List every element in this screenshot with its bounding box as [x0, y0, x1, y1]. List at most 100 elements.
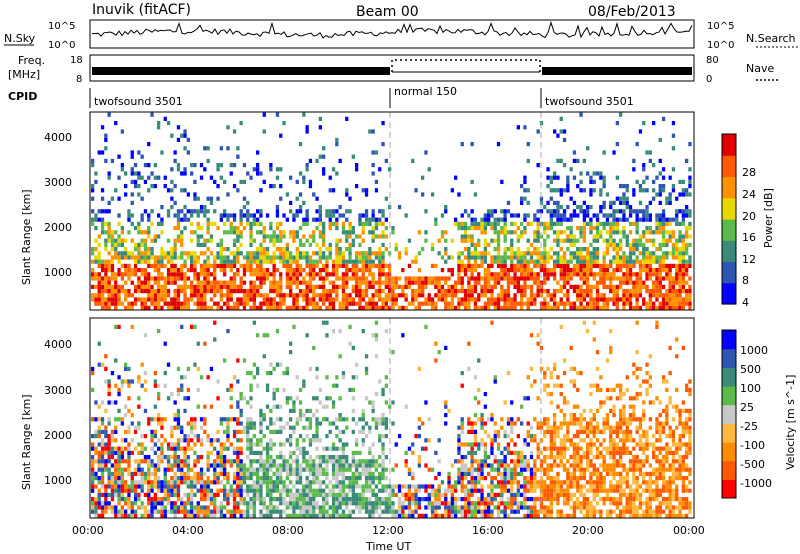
velocity-cell — [447, 480, 451, 485]
velocity-cell — [275, 480, 280, 485]
velocity-cell — [196, 501, 200, 506]
power-cell — [338, 276, 342, 281]
power-cell — [94, 301, 98, 306]
power-cell — [335, 171, 339, 176]
power-cell — [559, 272, 563, 277]
velocity-cell — [355, 501, 359, 506]
power-cell — [602, 205, 606, 210]
power-cell — [652, 284, 656, 289]
power-cell — [249, 305, 253, 310]
power-cell — [444, 297, 448, 302]
velocity-cell — [576, 459, 580, 464]
power-cell — [137, 230, 141, 235]
power-cell — [130, 280, 134, 285]
power-cell — [536, 234, 540, 239]
power-cell — [186, 251, 190, 256]
power-cell — [348, 221, 352, 226]
velocity-cell — [143, 505, 148, 510]
power-cell — [645, 301, 649, 306]
velocity-cell — [609, 471, 613, 476]
power-cell — [236, 289, 240, 294]
power-cell — [463, 297, 468, 302]
power-cell — [543, 247, 547, 252]
power-cell — [107, 230, 111, 235]
velocity-cell — [199, 497, 204, 502]
power-cell — [163, 251, 167, 256]
power-cell — [685, 242, 689, 247]
velocity-cell — [444, 497, 448, 502]
power-cell — [496, 272, 501, 277]
power-cell — [190, 230, 194, 235]
velocity-cell — [655, 513, 659, 518]
power-cell — [302, 112, 306, 117]
velocity-cell — [275, 488, 280, 493]
velocity-cell — [325, 476, 329, 481]
velocity-cell — [312, 467, 316, 472]
power-cell — [533, 217, 537, 222]
power-cell — [143, 209, 148, 214]
power-cell — [381, 305, 385, 310]
power-cell — [642, 301, 646, 306]
power-cell — [275, 112, 280, 117]
power-cell — [104, 268, 108, 273]
power-cell — [503, 301, 507, 306]
power-cell — [107, 301, 111, 306]
power-cell — [622, 272, 626, 277]
power-cell — [496, 297, 501, 302]
power-cell — [355, 251, 359, 256]
power-cell — [562, 137, 567, 142]
power-cell — [124, 293, 128, 298]
velocity-cell — [414, 509, 418, 514]
velocity-cell — [163, 484, 167, 489]
power-cell — [500, 209, 504, 214]
velocity-cell — [602, 476, 606, 481]
power-cell — [351, 238, 355, 243]
power-cell — [605, 213, 610, 218]
power-cell — [335, 255, 339, 260]
power-cell — [447, 255, 451, 260]
velocity-cell — [523, 476, 527, 481]
power-cell — [434, 217, 438, 222]
power-cell — [668, 289, 672, 294]
velocity-cell — [454, 513, 458, 518]
velocity-cell — [681, 463, 685, 468]
velocity-cell — [183, 480, 187, 485]
power-cell — [668, 234, 672, 239]
power-cell — [196, 242, 200, 247]
power-cell — [668, 276, 672, 281]
velocity-cell — [536, 467, 540, 472]
power-cell — [166, 188, 171, 193]
velocity-cell — [262, 480, 266, 485]
velocity-cell — [615, 484, 619, 489]
power-cell — [183, 276, 187, 281]
velocity-cell — [652, 497, 656, 502]
power-cell — [338, 158, 342, 163]
velocity-cell — [543, 459, 547, 464]
power-cell — [602, 305, 606, 310]
power-cell — [602, 255, 606, 260]
velocity-cell — [252, 488, 256, 493]
power-cell — [252, 217, 256, 222]
power-cell — [384, 280, 388, 285]
power-cell — [645, 175, 649, 180]
velocity-cell — [533, 459, 537, 464]
velocity-cell — [209, 513, 214, 518]
velocity-cell — [236, 476, 240, 481]
power-cell — [246, 301, 250, 306]
power-cell — [665, 251, 669, 256]
power-cell — [397, 276, 402, 281]
power-cell — [246, 171, 250, 176]
velocity-cell — [589, 463, 593, 468]
power-cell — [328, 280, 332, 285]
power-cell — [262, 179, 266, 184]
power-cell — [338, 259, 342, 264]
velocity-cell — [325, 467, 329, 472]
velocity-cell — [480, 492, 484, 497]
power-cell — [331, 213, 336, 218]
power-cell — [331, 301, 336, 306]
power-cell — [153, 301, 157, 306]
power-cell — [516, 226, 520, 231]
velocity-cell — [454, 484, 458, 489]
power-cell — [173, 150, 177, 155]
